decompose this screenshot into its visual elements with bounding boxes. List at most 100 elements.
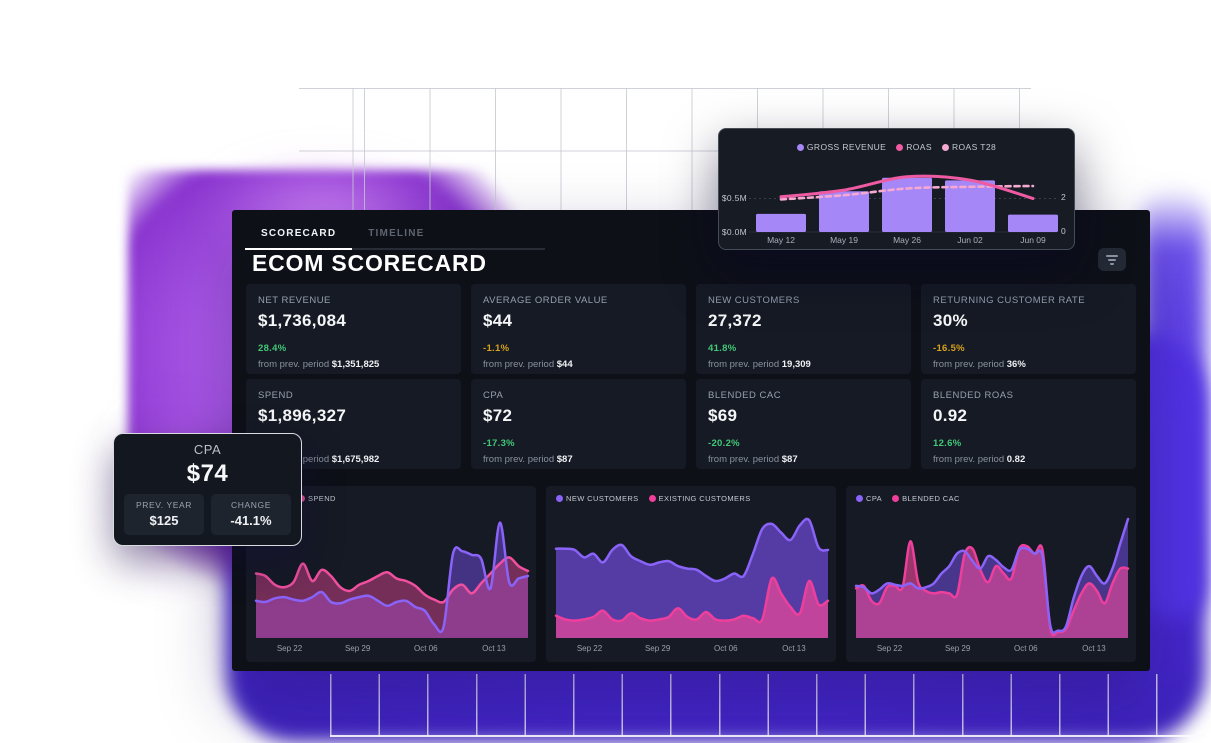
kpi-value: 30% bbox=[933, 311, 968, 330]
legend-dot bbox=[896, 143, 904, 151]
chart-legend: NEW CUSTOMERS EXISTING CUSTOMERS bbox=[546, 494, 751, 503]
prev-year-box: PREV. YEAR $125 bbox=[124, 494, 204, 535]
spend-chart-panel: SPEND Sep 22 Sep 29 Oct 06 Oct 13 bbox=[246, 486, 536, 662]
kpi-card-blended-cac: BLENDED CAC $69 -20.2% from prev. period… bbox=[696, 379, 911, 469]
legend-dot bbox=[941, 143, 949, 151]
area-series bbox=[256, 522, 528, 638]
y-axis-right-tick: 0 bbox=[1061, 226, 1067, 236]
kpi-label: CPA bbox=[483, 390, 504, 401]
kpi-change: 12.6% bbox=[933, 438, 962, 449]
y-axis-tick: $0.5M bbox=[721, 193, 747, 203]
bar bbox=[819, 191, 869, 232]
kpi-change: -1.1% bbox=[483, 343, 510, 354]
kpi-grid: NET REVENUE $1,736,084 28.4% from prev. … bbox=[246, 284, 1136, 469]
kpi-value: $1,896,327 bbox=[258, 406, 347, 425]
tab-bar: SCORECARD TIMELINE bbox=[245, 224, 545, 250]
kpi-value: $44 bbox=[483, 311, 513, 330]
chart-legend: CPA BLENDED CAC bbox=[846, 494, 960, 503]
kpi-value: 0.92 bbox=[933, 406, 968, 425]
chart-legend: GROSS REVENUE ROAS ROAS T28 bbox=[719, 142, 1074, 152]
area-series bbox=[856, 541, 1128, 638]
legend-item-existing-customers: EXISTING CUSTOMERS bbox=[648, 494, 751, 503]
line-series bbox=[854, 540, 1130, 637]
kpi-card-net-revenue: NET REVENUE $1,736,084 28.4% from prev. … bbox=[246, 284, 461, 374]
legend-item-new-customers: NEW CUSTOMERS bbox=[556, 494, 639, 503]
filter-button[interactable] bbox=[1098, 248, 1126, 271]
kpi-change: 28.4% bbox=[258, 343, 287, 354]
kpi-prev-period: from prev. period $87 bbox=[708, 454, 798, 465]
legend-item-gross-revenue: GROSS REVENUE bbox=[796, 142, 886, 152]
kpi-card-cpa: CPA $72 -17.3% from prev. period $87 bbox=[471, 379, 686, 469]
customers-chart bbox=[546, 486, 836, 662]
kpi-prev-period: from prev. period $44 bbox=[483, 359, 573, 370]
cpa-cac-chart-panel: CPA BLENDED CAC Sep 22 Sep 29 Oct 06 Oct 13 bbox=[846, 486, 1136, 662]
kpi-label: BLENDED CAC bbox=[708, 390, 782, 401]
customers-chart-panel: NEW CUSTOMERS EXISTING CUSTOMERS Sep 22 S… bbox=[546, 486, 836, 662]
bar bbox=[945, 180, 995, 232]
background-grid-bottom bbox=[330, 674, 1205, 737]
y-axis-right-tick: 2 bbox=[1061, 192, 1067, 202]
legend-item-blended-cac: BLENDED CAC bbox=[892, 494, 960, 503]
kpi-label: AVERAGE ORDER VALUE bbox=[483, 295, 608, 306]
kpi-prev-period: from prev. period 36% bbox=[933, 359, 1026, 370]
kpi-change: -20.2% bbox=[708, 438, 740, 449]
kpi-label: BLENDED ROAS bbox=[933, 390, 1014, 401]
legend-item-spend: SPEND bbox=[298, 494, 336, 503]
line-series bbox=[554, 576, 830, 624]
kpi-change: 41.8% bbox=[708, 343, 737, 354]
filter-icon bbox=[1106, 254, 1118, 257]
cpa-highlight-card: CPA $74 PREV. YEAR $125 CHANGE -41.1% bbox=[113, 433, 302, 546]
kpi-value: $72 bbox=[483, 406, 513, 425]
area-series bbox=[256, 557, 528, 638]
revenue-roas-chart bbox=[719, 129, 1074, 249]
bar bbox=[756, 213, 806, 232]
kpi-value: 27,372 bbox=[708, 311, 762, 330]
kpi-card-blended-roas: BLENDED ROAS 0.92 12.6% from prev. perio… bbox=[921, 379, 1136, 469]
bar bbox=[1008, 214, 1058, 232]
legend-dot bbox=[648, 495, 656, 502]
line-series bbox=[254, 521, 530, 634]
legend-item-roas: ROAS bbox=[896, 142, 932, 152]
bar bbox=[882, 177, 932, 232]
kpi-label: RETURNING CUSTOMER RATE bbox=[933, 295, 1086, 306]
kpi-label: NET REVENUE bbox=[258, 295, 331, 306]
tab-scorecard[interactable]: SCORECARD bbox=[245, 224, 353, 250]
roas-line bbox=[779, 174, 1035, 200]
kpi-card-average-order-value: AVERAGE ORDER VALUE $44 -1.1% from prev.… bbox=[471, 284, 686, 374]
kpi-label: NEW CUSTOMERS bbox=[708, 295, 800, 306]
tab-timeline[interactable]: TIMELINE bbox=[368, 228, 425, 239]
change-box: CHANGE -41.1% bbox=[211, 494, 291, 535]
cpa-card-boxes: PREV. YEAR $125 CHANGE -41.1% bbox=[124, 494, 291, 535]
charts-row: SPEND Sep 22 Sep 29 Oct 06 Oct 13 NEW CUSTO… bbox=[246, 486, 1136, 662]
kpi-card-returning-customer-rate: RETURNING CUSTOMER RATE 30% -16.5% from … bbox=[921, 284, 1136, 374]
legend-dot bbox=[556, 495, 563, 502]
cpa-card-title: CPA bbox=[193, 442, 222, 457]
kpi-value: $1,736,084 bbox=[258, 311, 347, 330]
kpi-prev-period: from prev. period $1,351,825 bbox=[258, 359, 380, 370]
cpa-card-value: $74 bbox=[186, 460, 229, 487]
kpi-prev-period: from prev. period $87 bbox=[483, 454, 573, 465]
revenue-roas-chart-card: GROSS REVENUE ROAS ROAS T28 $0.5M $0.0M … bbox=[718, 128, 1075, 250]
cpa-cac-chart bbox=[846, 486, 1136, 662]
kpi-change: -17.3% bbox=[483, 438, 515, 449]
spend-chart bbox=[246, 486, 536, 662]
line-series bbox=[854, 517, 1130, 634]
dashboard-panel: SCORECARD TIMELINE ECOM SCORECARD NET RE… bbox=[232, 210, 1150, 671]
line-series bbox=[554, 517, 830, 583]
kpi-prev-period: from prev. period 19,309 bbox=[708, 359, 811, 370]
legend-item-cpa: CPA bbox=[856, 494, 882, 503]
legend-dot bbox=[892, 495, 900, 502]
kpi-value: $69 bbox=[708, 406, 738, 425]
line-series bbox=[254, 556, 530, 604]
violet-glow-right bbox=[1142, 188, 1206, 618]
kpi-change: -16.5% bbox=[933, 343, 965, 354]
page-title: ECOM SCORECARD bbox=[252, 250, 487, 276]
kpi-card-new-customers: NEW CUSTOMERS 27,372 41.8% from prev. pe… bbox=[696, 284, 911, 374]
legend-dot bbox=[796, 143, 804, 151]
legend-dot bbox=[856, 495, 863, 502]
legend-item-roas-t28: ROAS T28 bbox=[941, 142, 996, 152]
y-axis-tick: $0.0M bbox=[721, 227, 747, 237]
kpi-prev-period: from prev. period 0.82 bbox=[933, 454, 1026, 465]
kpi-label: SPEND bbox=[258, 390, 294, 401]
